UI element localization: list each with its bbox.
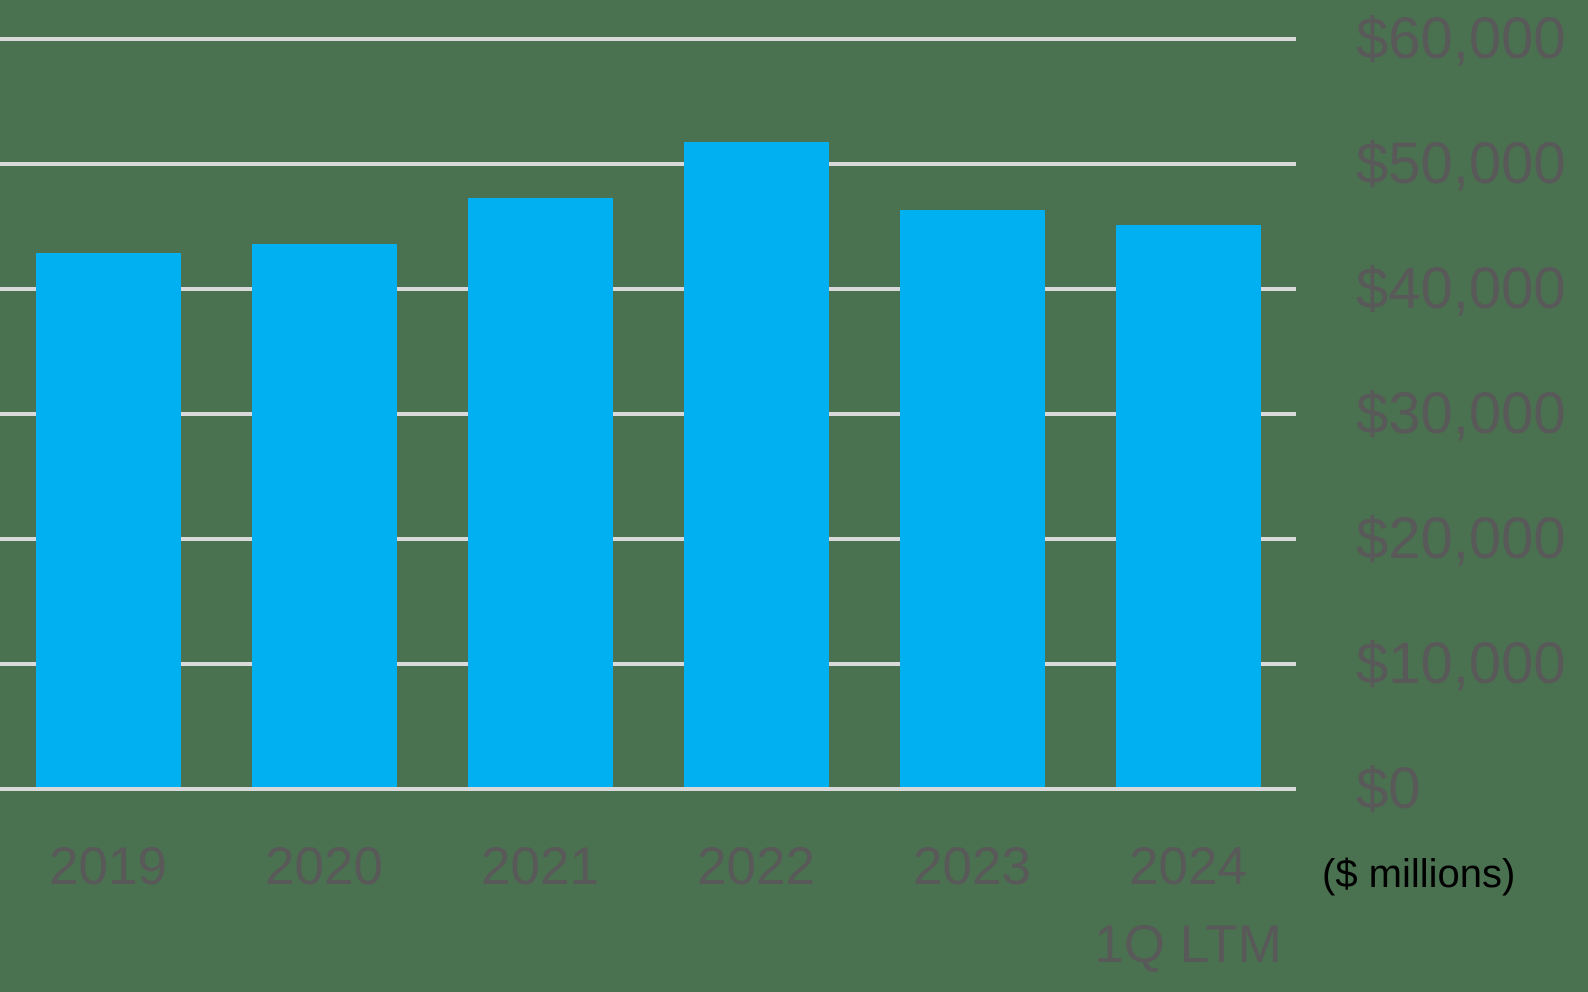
bar-2022 [683, 141, 829, 787]
x-axis-label-line: 2020 [265, 837, 383, 896]
gridline-40000 [0, 287, 1296, 291]
gridline-60000 [0, 37, 1296, 41]
gridline-50000 [0, 162, 1296, 166]
bar-2024 [1115, 225, 1261, 787]
x-axis-label-line: 2022 [697, 837, 815, 896]
y-axis-tick-label-30000: $30,000 [1356, 381, 1566, 446]
x-axis-label-2022: 2022 [626, 828, 886, 906]
y-axis-tick-label-50000: $50,000 [1356, 131, 1566, 196]
bar-2021 [467, 197, 613, 787]
bar-2023 [899, 210, 1045, 787]
x-axis-label-line: 2021 [481, 837, 599, 896]
y-axis-tick-label-60000: $60,000 [1356, 6, 1566, 71]
units-note: ($ millions) [1322, 852, 1516, 896]
x-axis-label-2021: 2021 [410, 828, 670, 906]
y-axis-tick-label-20000: $20,000 [1356, 506, 1566, 571]
x-axis-label-2020: 2020 [194, 828, 454, 906]
gridline-0 [0, 787, 1296, 791]
x-axis-label-line: 2019 [49, 837, 167, 896]
y-axis-tick-label-0: $0 [1356, 756, 1421, 821]
x-axis-label-2024: 2024 1Q LTM [1058, 828, 1318, 984]
bar-2020 [251, 244, 397, 787]
x-axis-label-2023: 2023 [842, 828, 1102, 906]
x-axis-label-line: 1Q LTM [1094, 915, 1282, 974]
x-axis-label-line: 2023 [913, 837, 1031, 896]
y-axis-tick-label-40000: $40,000 [1356, 256, 1566, 321]
bar-2019 [35, 252, 181, 787]
gridline-30000 [0, 412, 1296, 416]
gridline-20000 [0, 537, 1296, 541]
x-axis-label-2019: 2019 [0, 828, 238, 906]
x-axis-label-line: 2024 [1129, 837, 1247, 896]
gridline-10000 [0, 662, 1296, 666]
y-axis-tick-label-10000: $10,000 [1356, 631, 1566, 696]
